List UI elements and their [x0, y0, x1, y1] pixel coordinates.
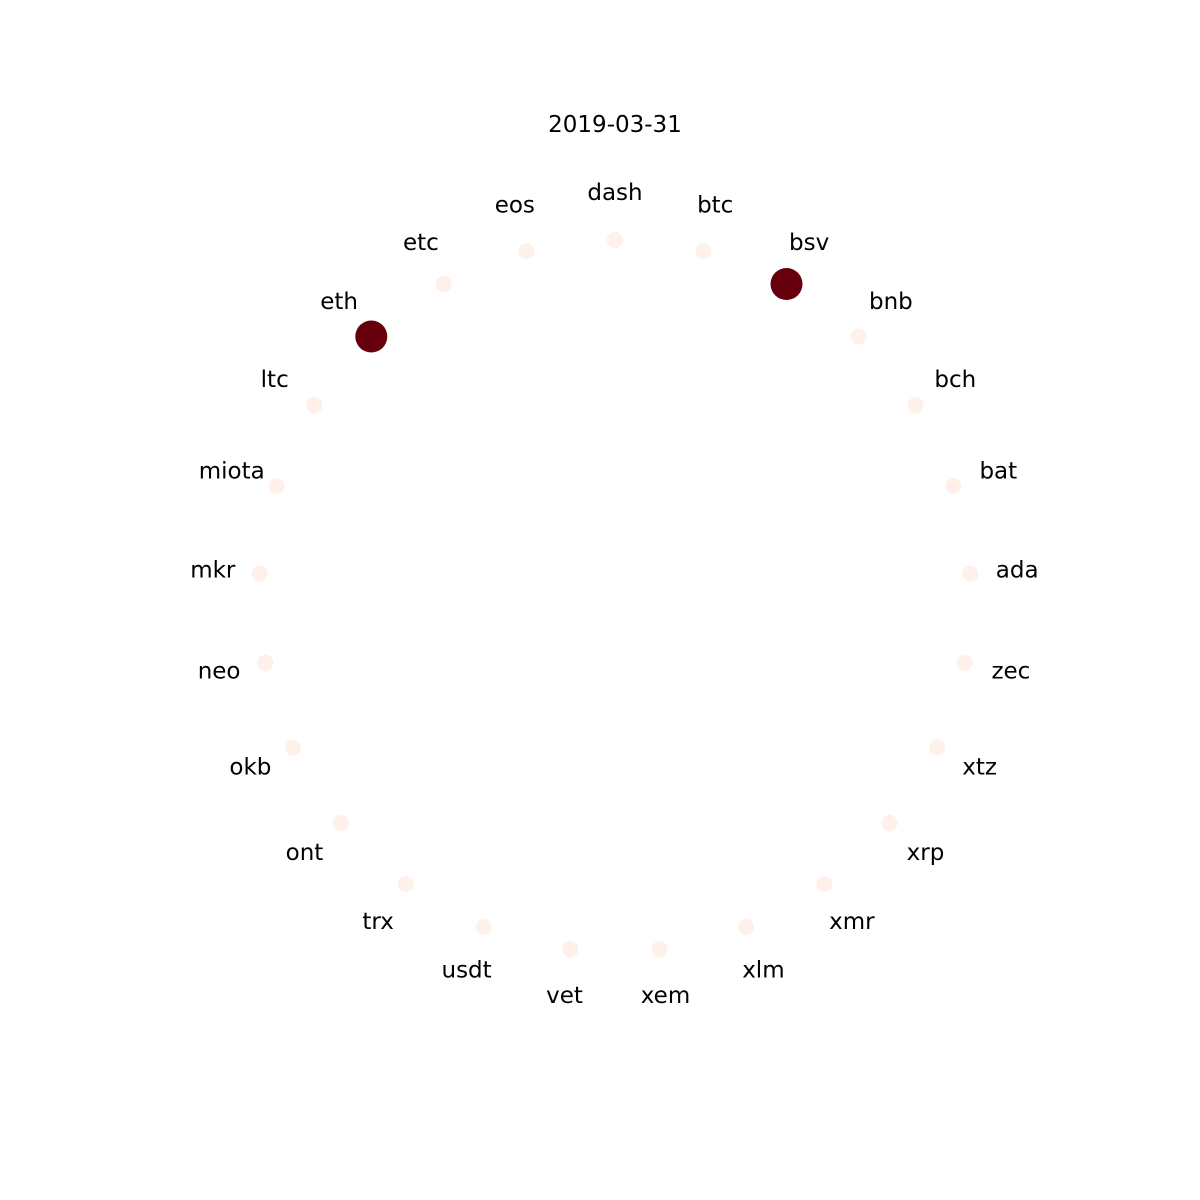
node-label-bnb: bnb	[869, 289, 913, 315]
node-label-miota: miota	[199, 459, 265, 485]
node-label-eth: eth	[320, 289, 358, 315]
node-label-vet: vet	[546, 983, 583, 1009]
node-label-xem: xem	[641, 983, 690, 1009]
node-label-bch: bch	[934, 367, 976, 393]
node-label-ada: ada	[996, 558, 1039, 584]
node-label-xlm: xlm	[742, 958, 784, 984]
node-ada	[962, 565, 979, 582]
node-btc	[695, 243, 712, 260]
node-miota	[268, 478, 285, 494]
node-label-zec: zec	[991, 659, 1030, 685]
node-xmr	[816, 876, 833, 892]
node-ont	[332, 814, 349, 831]
node-etc	[435, 276, 452, 292]
node-bnb	[850, 328, 867, 345]
labels-layer: btc bsv bnb bch bat ada zec xtz xrp xmr xlm xem vet u…	[190, 180, 1038, 1009]
node-label-neo: neo	[198, 659, 241, 685]
node-xtz	[929, 739, 946, 756]
node-label-dash: dash	[587, 180, 642, 206]
node-dash	[607, 232, 623, 248]
node-vet	[562, 941, 579, 958]
node-bat	[945, 478, 962, 494]
node-label-xmr: xmr	[829, 909, 875, 935]
node-label-btc: btc	[697, 193, 733, 219]
node-trx	[397, 876, 414, 892]
node-xrp	[881, 814, 898, 831]
diagram-title: 2019-03-31	[548, 112, 682, 138]
node-label-okb: okb	[229, 755, 271, 781]
node-label-eos: eos	[495, 193, 535, 219]
node-label-usdt: usdt	[442, 958, 492, 984]
node-label-xtz: xtz	[962, 755, 997, 781]
node-bsv	[770, 268, 803, 300]
node-label-bat: bat	[979, 459, 1017, 485]
node-eos	[518, 243, 535, 260]
node-ltc	[306, 397, 323, 414]
node-xlm	[738, 919, 755, 935]
node-label-ont: ont	[286, 840, 324, 866]
node-label-bsv: bsv	[789, 230, 829, 256]
node-zec	[956, 654, 973, 671]
node-label-trx: trx	[362, 909, 393, 935]
node-mkr	[251, 565, 268, 582]
node-neo	[257, 654, 274, 671]
node-xem	[651, 941, 668, 958]
node-label-mkr: mkr	[190, 558, 236, 584]
node-label-xrp: xrp	[907, 840, 945, 866]
node-label-etc: etc	[403, 230, 439, 256]
node-eth	[355, 320, 388, 353]
node-label-ltc: ltc	[261, 367, 289, 393]
node-bch	[907, 397, 924, 414]
nodes-layer	[251, 232, 979, 958]
node-usdt	[475, 919, 492, 935]
node-okb	[284, 739, 301, 756]
